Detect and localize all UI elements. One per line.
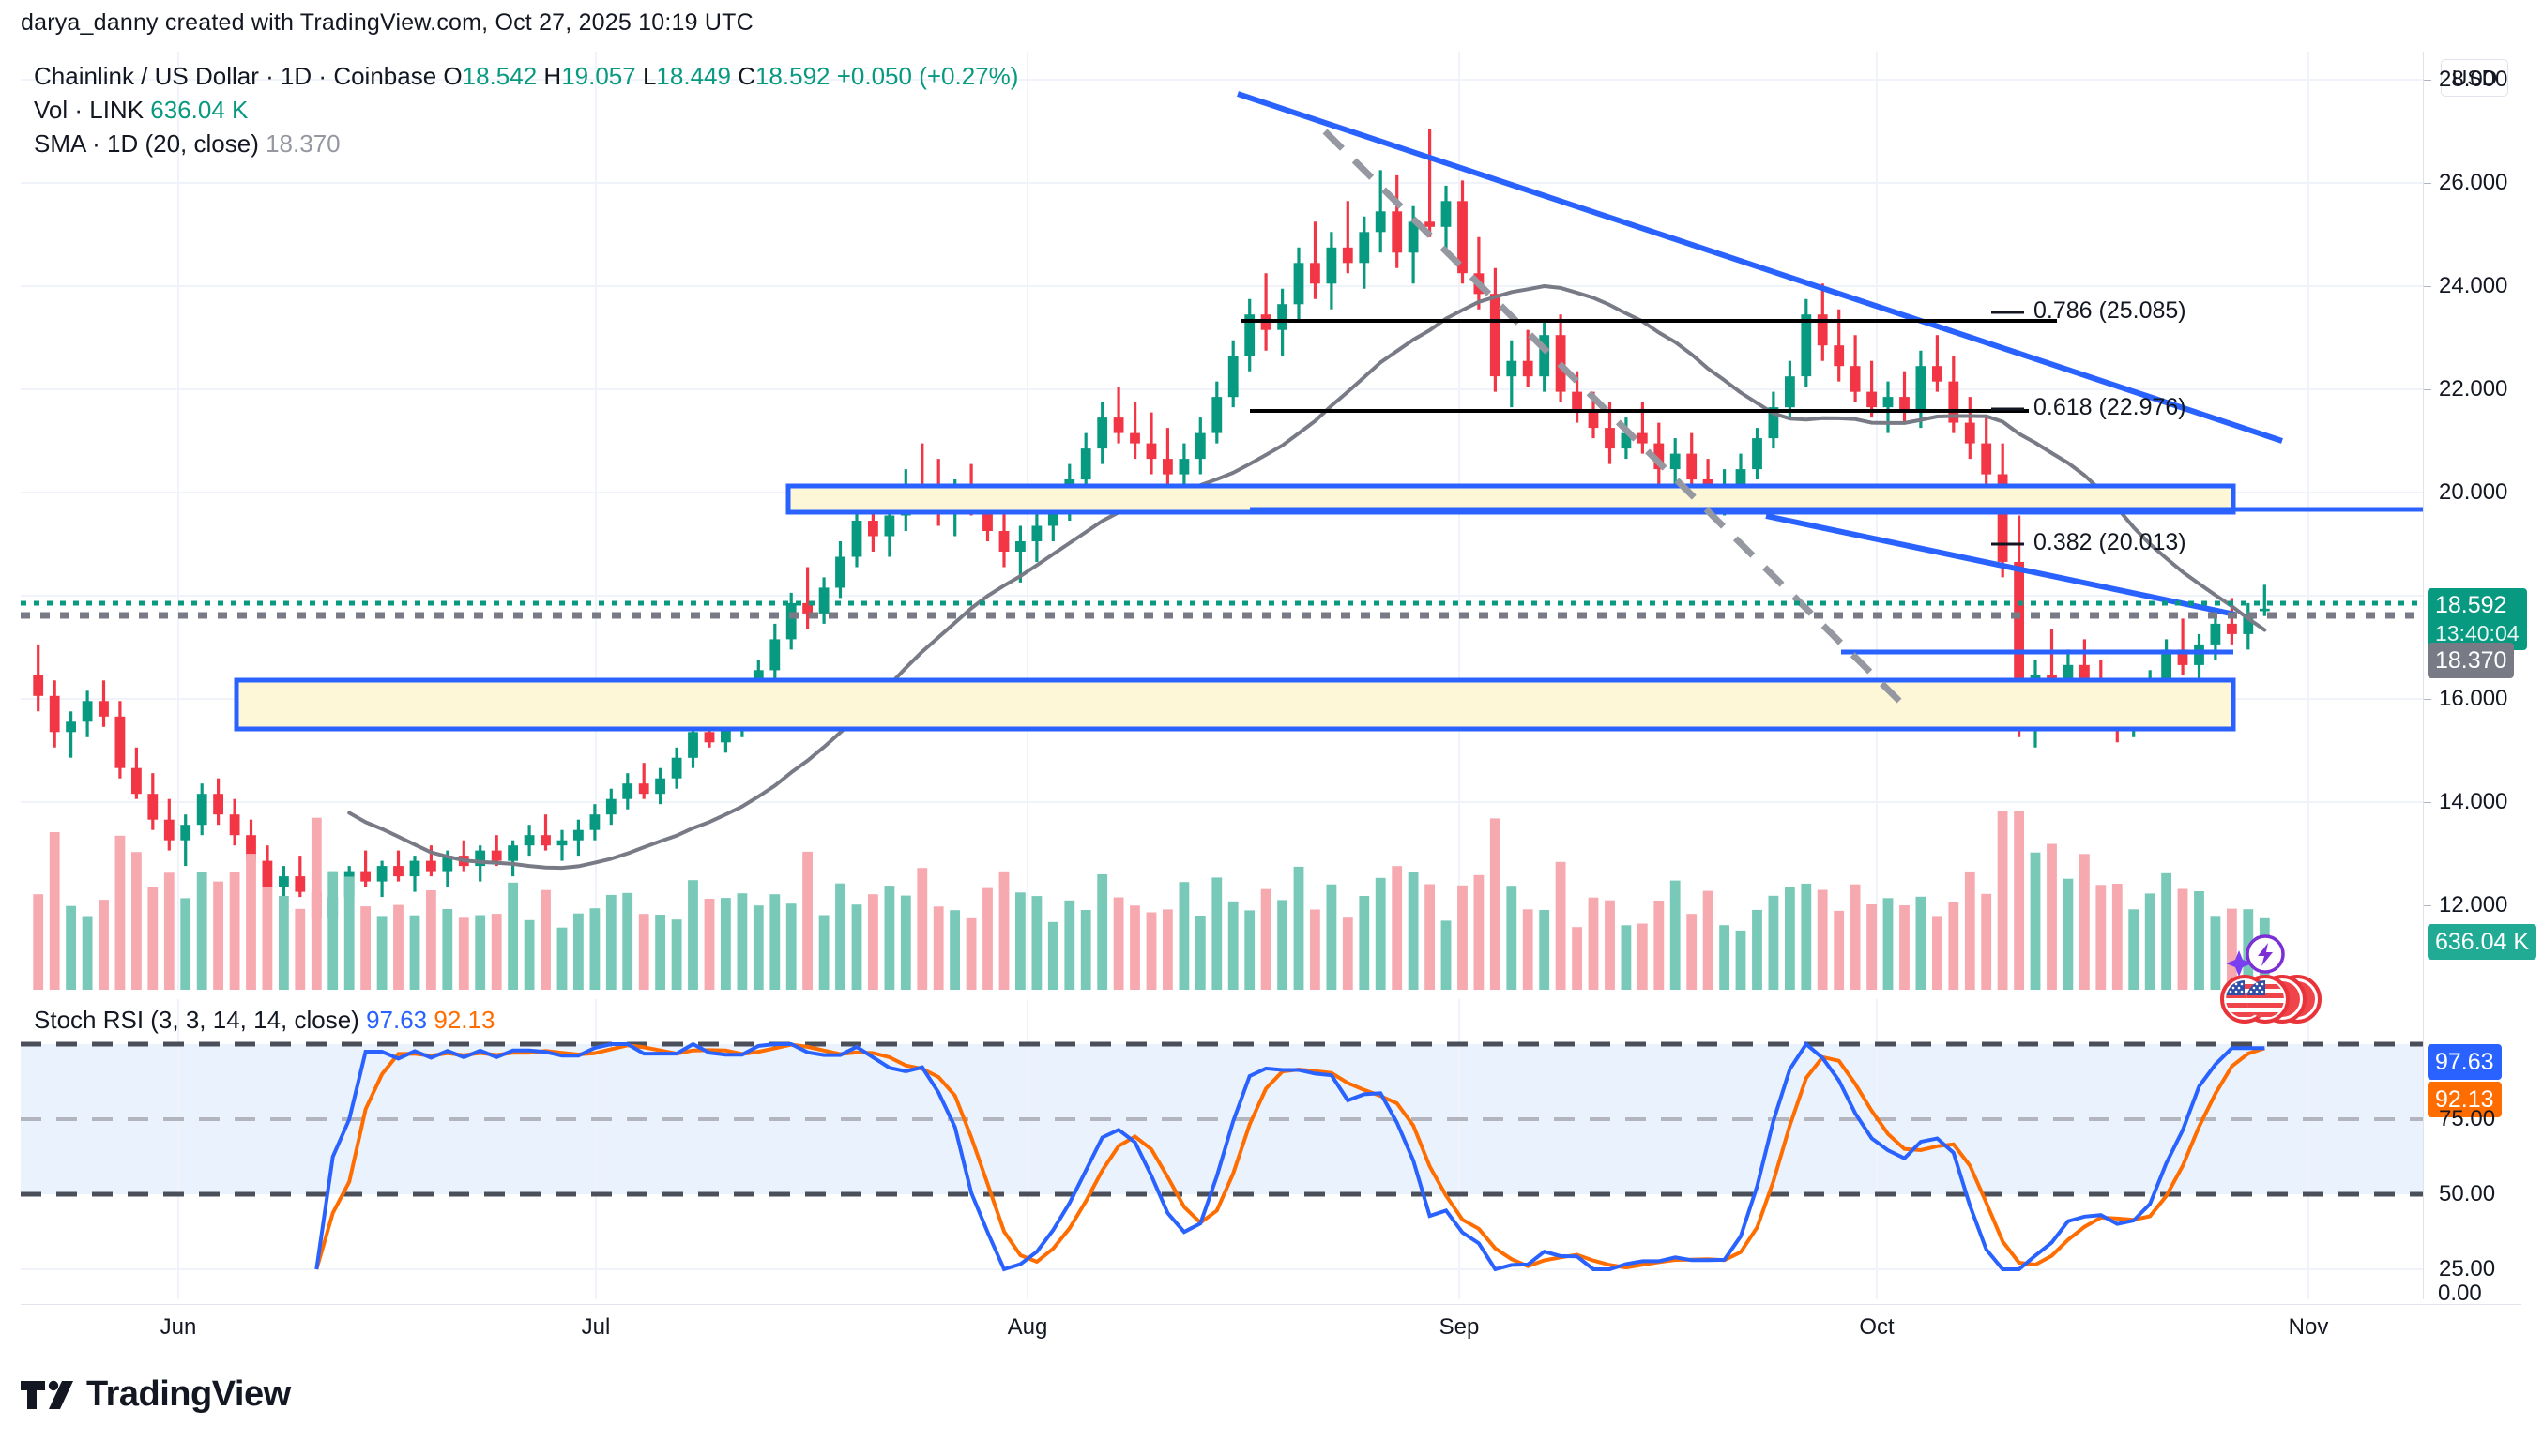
xtick-jun: Jun	[160, 1314, 197, 1340]
price-tick-12: 12.000	[2439, 892, 2508, 918]
stoch-tick-75: 75.00	[2439, 1106, 2496, 1131]
fib-label-0382: 0.382 (20.013)	[2033, 529, 2186, 555]
price-tick-26: 26.000	[2439, 170, 2508, 195]
volume-badge[interactable]: 636.04 K	[2428, 924, 2537, 960]
price-tick-24: 24.000	[2439, 273, 2508, 298]
stoch-tick-0: 0.00	[2438, 1281, 2482, 1306]
bar-countdown: 13:40:04	[2435, 621, 2520, 645]
descending-trendline[interactable]	[1237, 91, 2283, 444]
price-axis-column[interactable]: USD 28.000 26.000 24.000 22.000 20.000 1…	[2423, 52, 2537, 1299]
volume-series	[33, 811, 2270, 990]
lower-trendline[interactable]	[1765, 513, 2236, 617]
attribution-text: darya_danny created with TradingView.com…	[21, 9, 754, 36]
stoch-rsi-legend: Stoch RSI (3, 3, 14, 14, close) 97.63 92…	[34, 1003, 495, 1037]
last-price-badge[interactable]: 18.592 13:40:04	[2428, 588, 2527, 650]
time-axis[interactable]: Jun Jul Aug Sep Oct Nov	[21, 1304, 2521, 1357]
stoch-k-value: 97.63	[366, 1006, 428, 1034]
footer: TradingView	[21, 1374, 291, 1415]
price-tick-28: 28.000	[2439, 67, 2508, 92]
stoch-d-value: 92.13	[434, 1006, 495, 1034]
ytick	[2424, 905, 2431, 906]
price-tick-22: 22.000	[2439, 376, 2508, 402]
ytick	[2424, 183, 2431, 184]
xtick-nov: Nov	[2288, 1314, 2329, 1340]
stoch-d-badge[interactable]: 92.13	[2428, 1082, 2502, 1117]
dashed-downtrend[interactable]	[1322, 129, 1910, 711]
ytick	[2424, 699, 2431, 700]
sma-price-badge[interactable]: 18.370	[2428, 643, 2515, 678]
tradingview-logo-icon	[21, 1377, 73, 1413]
sma-line	[347, 284, 2267, 871]
stoch-rsi-svg[interactable]	[21, 999, 2423, 1299]
chart-frame: Chainlink / US Dollar · 1D · Coinbase O1…	[21, 52, 2537, 1299]
ytick	[2424, 286, 2431, 287]
stoch-title[interactable]: Stoch RSI (3, 3, 14, 14, close)	[34, 1006, 359, 1034]
candlestick-series	[33, 129, 2270, 933]
price-tick-16: 16.000	[2439, 686, 2508, 711]
ytick	[2424, 80, 2431, 81]
stoch-tick-25: 25.00	[2439, 1256, 2496, 1282]
stoch-k-badge[interactable]: 97.63	[2428, 1044, 2502, 1080]
ai-event-icon[interactable]	[2226, 933, 2292, 990]
currency-chip[interactable]: USD	[2441, 59, 2508, 97]
tradingview-wordmark: TradingView	[86, 1374, 291, 1414]
us-economic-event-icons[interactable]	[2216, 966, 2329, 1032]
ytick	[2424, 802, 2431, 803]
last-price-value: 18.592	[2435, 592, 2507, 618]
fib-label-0618: 0.618 (22.976)	[2033, 394, 2186, 420]
stoch-rsi-pane[interactable]: Stoch RSI (3, 3, 14, 14, close) 97.63 92…	[21, 999, 2423, 1299]
xtick-sep: Sep	[1439, 1314, 1480, 1340]
stoch-tick-50: 50.00	[2439, 1181, 2496, 1206]
xtick-oct: Oct	[1859, 1314, 1895, 1340]
price-chart-svg[interactable]	[21, 52, 2423, 990]
demand-zone-rect[interactable]	[234, 677, 2236, 732]
xtick-jul: Jul	[581, 1314, 611, 1340]
price-tick-14: 14.000	[2439, 789, 2508, 814]
price-pane[interactable]: Chainlink / US Dollar · 1D · Coinbase O1…	[21, 52, 2423, 1024]
xtick-aug: Aug	[1007, 1314, 1048, 1340]
price-tick-20: 20.000	[2439, 479, 2508, 505]
stoch-k-line	[314, 1041, 2265, 1272]
fib-label-0786: 0.786 (25.085)	[2033, 297, 2186, 324]
ytick	[2424, 389, 2431, 390]
